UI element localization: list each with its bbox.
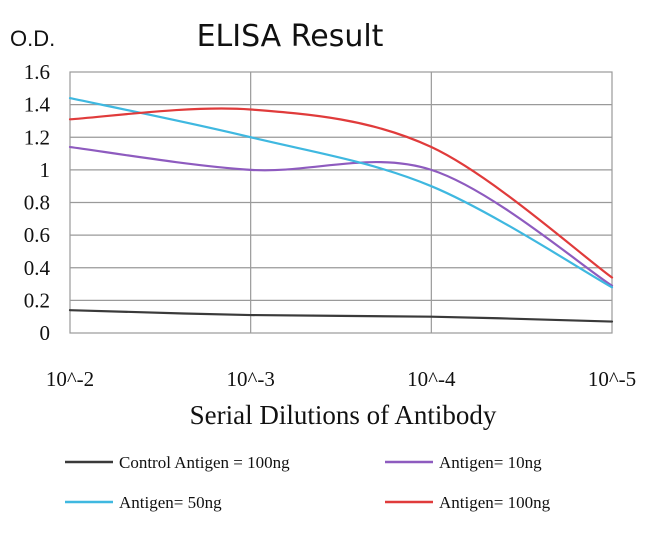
y-tick-label: 0.2 [24,288,50,312]
series-line [68,97,614,289]
legend: Control Antigen = 100ng Antigen= 10ng Anti… [65,453,551,512]
y-tick-label: 0 [40,321,51,345]
chart-title: ELISA Result [197,19,384,54]
legend-label: Control Antigen = 100ng [119,453,290,472]
x-tick-label: 10^-4 [407,367,456,391]
series-line [68,107,614,279]
series-line [68,145,614,287]
grid [69,71,613,334]
y-tick-label: 0.4 [24,256,51,280]
y-tick-label: 1 [40,158,51,182]
y-tick-label: 1.6 [24,60,50,84]
x-tick-labels: 10^-2 10^-3 10^-4 10^-5 [46,367,636,391]
y-tick-label: 1.2 [24,125,50,149]
x-tick-label: 10^-3 [226,367,274,391]
legend-label: Antigen= 100ng [439,493,551,512]
y-tick-label: 0.8 [24,191,50,215]
x-tick-label: 10^-5 [588,367,636,391]
legend-label: Antigen= 50ng [119,493,222,512]
series-lines [68,97,614,323]
y-tick-label: 0.6 [24,223,50,247]
y-tick-label: 1.4 [24,93,51,117]
series-line [68,309,614,323]
legend-label: Antigen= 10ng [439,453,542,472]
y-axis-label: O.D. [10,26,55,51]
y-tick-labels: 0 0.2 0.4 0.6 0.8 1 1.2 1.4 1.6 [24,60,51,345]
x-tick-label: 10^-2 [46,367,94,391]
x-axis-label: Serial Dilutions of Antibody [190,400,497,430]
